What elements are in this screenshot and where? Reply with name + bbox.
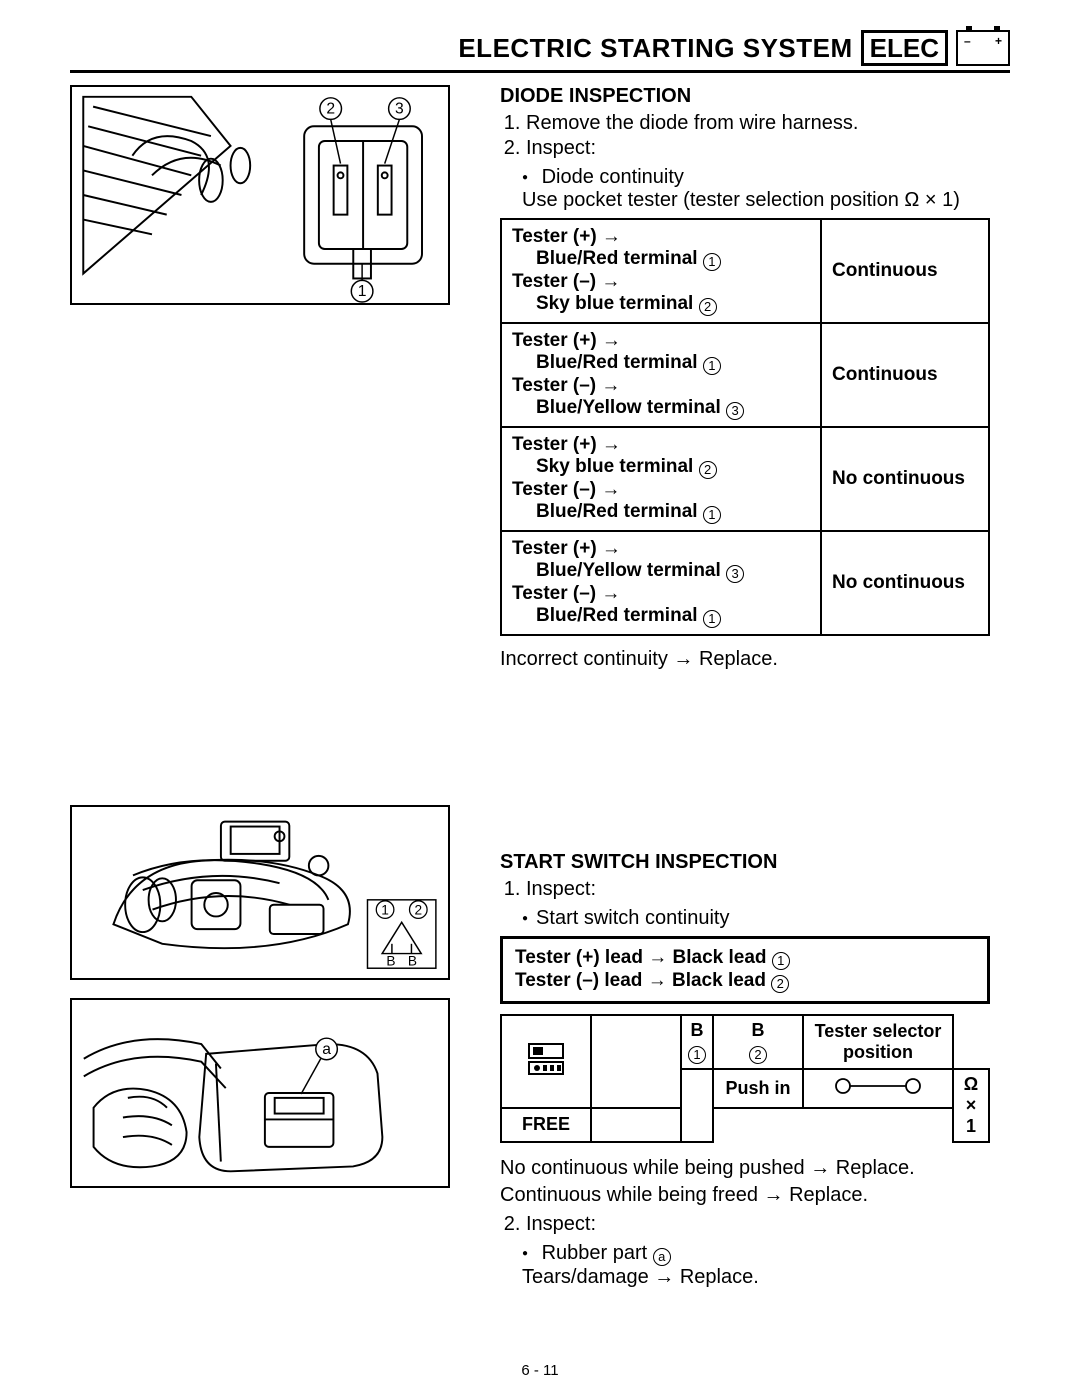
battery-icon: –+ xyxy=(956,30,1010,66)
left-figures-column: 2 3 1 xyxy=(70,85,470,1295)
start-switch-step-2: Inspect: xyxy=(526,1213,1010,1236)
diode-bullets: Diode continuity Use pocket tester (test… xyxy=(500,166,1010,212)
diode-bullet-1: Diode continuity Use pocket tester (test… xyxy=(522,166,1010,212)
figure-start-switch-assy: 1 2 B B xyxy=(70,805,450,980)
figure-diode: 2 3 1 xyxy=(70,85,450,305)
start-switch-note-1: No continuous while being pushed → Repla… xyxy=(500,1155,1010,1182)
svg-text:3: 3 xyxy=(395,101,404,118)
start-switch-heading: START SWITCH INSPECTION xyxy=(500,851,1010,874)
start-switch-step-1: Inspect: xyxy=(526,878,1010,901)
figure-start-switch-button: a xyxy=(70,998,450,1188)
elec-badge: ELEC xyxy=(861,30,948,66)
page-header: ELECTRIC STARTING SYSTEM ELEC –+ xyxy=(70,30,1010,73)
svg-text:1: 1 xyxy=(358,283,367,300)
continuity-connected-icon xyxy=(803,1069,953,1108)
start-switch-bullet-1: Start switch continuity xyxy=(522,907,1010,930)
start-switch-steps-1: Inspect: xyxy=(500,878,1010,901)
tester-lead-box: Tester (+) lead → Black lead 1 Tester (–… xyxy=(500,936,990,1004)
svg-text:B: B xyxy=(386,953,395,968)
diode-steps: Remove the diode from wire harness. Insp… xyxy=(500,112,1010,160)
diode-heading: DIODE INSPECTION xyxy=(500,85,1010,108)
svg-text:1: 1 xyxy=(381,902,389,917)
start-switch-table: B 1 B 2 Tester selector position Push in xyxy=(500,1014,990,1143)
diode-step-1: Remove the diode from wire harness. xyxy=(526,112,1010,135)
diode-step-2: Inspect: xyxy=(526,137,1010,160)
diode-continuity-table: Tester (+) → Blue/Red terminal 1 Tester … xyxy=(500,218,990,636)
diode-after-table: Incorrect continuity → Replace. xyxy=(500,646,1010,673)
right-text-column: DIODE INSPECTION Remove the diode from w… xyxy=(500,85,1010,1295)
start-switch-bullets-1: Start switch continuity xyxy=(500,907,1010,930)
svg-text:B: B xyxy=(408,953,417,968)
start-switch-bullet-2: Rubber part a Tears/damage → Replace. xyxy=(522,1242,1010,1289)
page-title: ELECTRIC STARTING SYSTEM xyxy=(458,33,852,64)
svg-text:2: 2 xyxy=(414,902,422,917)
start-switch-bullets-2: Rubber part a Tears/damage → Replace. xyxy=(500,1242,1010,1289)
start-switch-steps-2: Inspect: xyxy=(500,1213,1010,1236)
page-footer: 6 - 11 xyxy=(0,1362,1080,1379)
start-switch-note-2: Continuous while being freed → Replace. xyxy=(500,1182,1010,1209)
svg-text:a: a xyxy=(322,1041,331,1058)
switch-symbol-icon xyxy=(501,1015,591,1108)
svg-text:2: 2 xyxy=(326,101,335,118)
